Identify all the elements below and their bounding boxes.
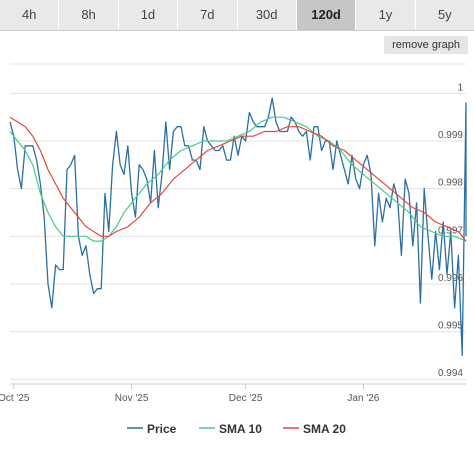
legend-label: Price — [147, 422, 177, 436]
legend-label: SMA 10 — [219, 422, 262, 436]
series-line-sma-10 — [9, 116, 467, 242]
tab-1y[interactable]: 1y — [356, 0, 416, 30]
tab-1d[interactable]: 1d — [118, 0, 179, 30]
axes: 1 0.999 0.998 0.997 0.996 0.995 0.994 Oct '25 No… — [0, 82, 466, 404]
x-tick-label: Dec '25 — [229, 393, 263, 404]
chart-legend[interactable]: Price SMA 10 SMA 20 — [127, 422, 346, 436]
tab-4h[interactable]: 4h — [0, 0, 60, 30]
tab-8h[interactable]: 8h — [59, 0, 119, 30]
tab-5y[interactable]: 5y — [415, 0, 474, 30]
tab-7d[interactable]: 7d — [178, 0, 238, 30]
y-tick-label: 1 — [457, 82, 463, 93]
grid-lines — [10, 63, 466, 380]
series-line-sma-20 — [9, 116, 467, 242]
series-line-price — [9, 97, 467, 357]
y-tick-label: 0.994 — [438, 368, 463, 379]
x-tick-label: Jan '26 — [347, 393, 379, 404]
tab-120d[interactable]: 120d — [296, 0, 357, 30]
legend-label: SMA 20 — [303, 422, 346, 436]
y-tick-label: 0.995 — [438, 321, 463, 332]
legend-item-price[interactable]: Price — [127, 422, 177, 436]
y-tick-label: 0.997 — [438, 225, 463, 236]
legend-item-sma-20[interactable]: SMA 20 — [283, 422, 346, 436]
series-lines — [9, 97, 467, 357]
y-tick-label: 0.999 — [438, 130, 463, 141]
tab-30d[interactable]: 30d — [237, 0, 297, 30]
time-range-tabs: 4h 8h 1d 7d 30d 120d 1y 5y — [0, 0, 474, 31]
legend-item-sma-10[interactable]: SMA 10 — [199, 422, 262, 436]
y-tick-label: 0.996 — [438, 273, 463, 284]
remove-graph-button[interactable]: remove graph — [384, 36, 468, 54]
x-tick-label: Oct '25 — [0, 393, 30, 404]
y-tick-label: 0.998 — [438, 178, 463, 189]
x-tick-label: Nov '25 — [115, 393, 149, 404]
